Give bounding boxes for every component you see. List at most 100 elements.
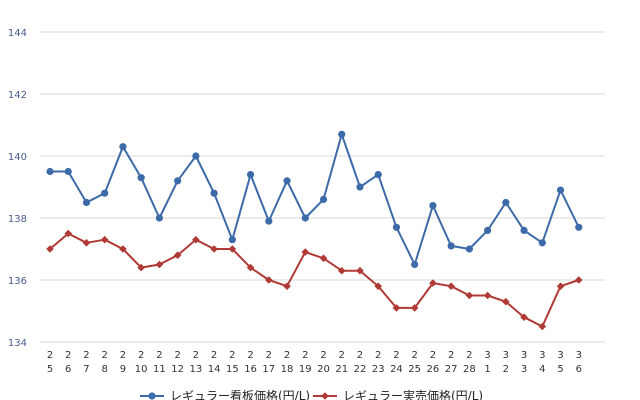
x-tick-month-14: 2	[302, 350, 308, 361]
x-tick-day-19: 24	[390, 364, 403, 375]
x-tick-day-27: 4	[539, 364, 545, 375]
x-tick-day-26: 3	[521, 364, 527, 375]
series-1-point-21	[429, 279, 437, 287]
series-1-point-17	[356, 266, 364, 275]
x-tick-day-25: 2	[503, 364, 509, 375]
series-0-point-3	[101, 189, 109, 197]
x-tick-day-16: 21	[335, 364, 348, 375]
series-1	[46, 229, 583, 331]
x-tick-month-0: 2	[47, 350, 53, 361]
series-0-point-20	[411, 260, 419, 269]
series-1-point-2	[82, 239, 91, 247]
series-0-point-19	[392, 223, 401, 231]
x-tick-month-25: 3	[503, 350, 509, 361]
series-0-point-16	[338, 130, 346, 138]
series-0-point-24	[484, 226, 492, 234]
series-1-point-19	[392, 304, 401, 312]
series-1-point-11	[246, 263, 255, 272]
x-tick-month-7: 2	[174, 350, 180, 361]
x-tick-month-27: 3	[539, 350, 545, 361]
series-1-point-8	[192, 235, 200, 244]
x-tick-month-8: 2	[193, 350, 199, 361]
legend-item-1[interactable]: レギュラー実売価格(円/L)	[313, 388, 483, 400]
x-tick-day-13: 18	[281, 364, 294, 375]
series-0-point-29	[575, 223, 583, 231]
x-tick-month-18: 2	[375, 350, 381, 361]
series-1-point-28	[556, 282, 565, 290]
x-tick-month-26: 3	[521, 350, 527, 361]
x-tick-day-12: 17	[262, 364, 275, 375]
series-1-point-14	[301, 248, 310, 256]
series-1-point-12	[265, 276, 273, 284]
x-tick-month-1: 2	[65, 350, 71, 361]
x-tick-month-11: 2	[247, 350, 253, 361]
x-tick-day-28: 5	[557, 364, 563, 375]
series-0-point-12	[265, 217, 273, 225]
legend-item-0[interactable]: レギュラー看板価格(円/L)	[140, 388, 310, 400]
x-tick-day-20: 25	[408, 364, 421, 375]
series-0-point-15	[319, 195, 328, 203]
y-axis-tick-labels: 134 136 138 140 142 144	[8, 28, 27, 349]
series-1-point-10	[228, 245, 237, 253]
x-tick-month-3: 2	[102, 350, 108, 361]
series-group	[46, 130, 583, 331]
series-0-point-9	[210, 189, 218, 197]
series-0-point-1	[64, 167, 72, 176]
x-tick-day-23: 28	[463, 364, 476, 375]
legend-label-1: レギュラー実売価格(円/L)	[343, 388, 483, 400]
series-0-point-18	[374, 171, 382, 179]
x-tick-month-16: 2	[339, 350, 345, 361]
y-tick-label-144: 144	[8, 28, 27, 39]
legend-marker-0	[148, 392, 156, 400]
series-0-point-5	[137, 174, 145, 182]
series-0-point-8	[192, 152, 200, 160]
series-0-point-4	[119, 143, 127, 151]
x-tick-day-4: 9	[120, 364, 126, 375]
series-1-point-13	[283, 282, 291, 290]
series-1-point-4	[119, 245, 127, 253]
legend-marker-1	[321, 392, 329, 400]
series-0-point-23	[465, 245, 473, 253]
series-1-point-5	[137, 263, 145, 272]
x-tick-month-15: 2	[320, 350, 326, 361]
series-1-point-7	[173, 251, 182, 259]
x-tick-month-19: 2	[393, 350, 399, 361]
gridlines	[40, 31, 605, 343]
series-0-point-27	[538, 239, 546, 247]
x-tick-month-10: 2	[229, 350, 235, 361]
x-tick-month-5: 2	[138, 350, 144, 361]
x-tick-month-6: 2	[156, 350, 162, 361]
x-tick-day-10: 15	[226, 364, 239, 375]
x-tick-month-21: 2	[430, 350, 436, 361]
x-tick-day-6: 11	[153, 364, 166, 375]
series-1-point-24	[483, 291, 492, 300]
series-1-point-3	[100, 235, 109, 244]
series-line-1	[49, 232, 580, 328]
y-tick-label-140: 140	[8, 152, 27, 163]
x-tick-month-24: 3	[484, 350, 490, 361]
series-0-point-17	[356, 183, 364, 191]
x-tick-month-20: 2	[411, 350, 417, 361]
x-tick-day-17: 22	[354, 364, 367, 375]
series-line-0	[50, 133, 580, 266]
y-tick-label-142: 142	[8, 90, 27, 101]
series-1-point-6	[155, 260, 164, 269]
series-1-point-25	[502, 297, 510, 306]
x-tick-day-24: 1	[484, 364, 490, 375]
x-tick-day-5: 10	[135, 364, 148, 375]
x-tick-day-15: 20	[317, 364, 330, 375]
x-tick-month-2: 2	[83, 350, 89, 361]
series-1-point-23	[465, 291, 474, 300]
series-1-point-29	[574, 276, 583, 284]
x-tick-day-3: 8	[102, 364, 108, 375]
series-1-point-1	[64, 229, 73, 238]
x-tick-day-18: 23	[372, 364, 385, 375]
series-0-point-26	[520, 226, 528, 234]
x-tick-month-9: 2	[211, 350, 217, 361]
y-tick-label-136: 136	[8, 276, 27, 287]
series-1-point-22	[447, 282, 455, 290]
x-tick-month-12: 2	[266, 350, 272, 361]
legend[interactable]: レギュラー看板価格(円/L) レギュラー実売価格(円/L)	[140, 388, 483, 400]
x-tick-day-7: 12	[171, 364, 184, 375]
